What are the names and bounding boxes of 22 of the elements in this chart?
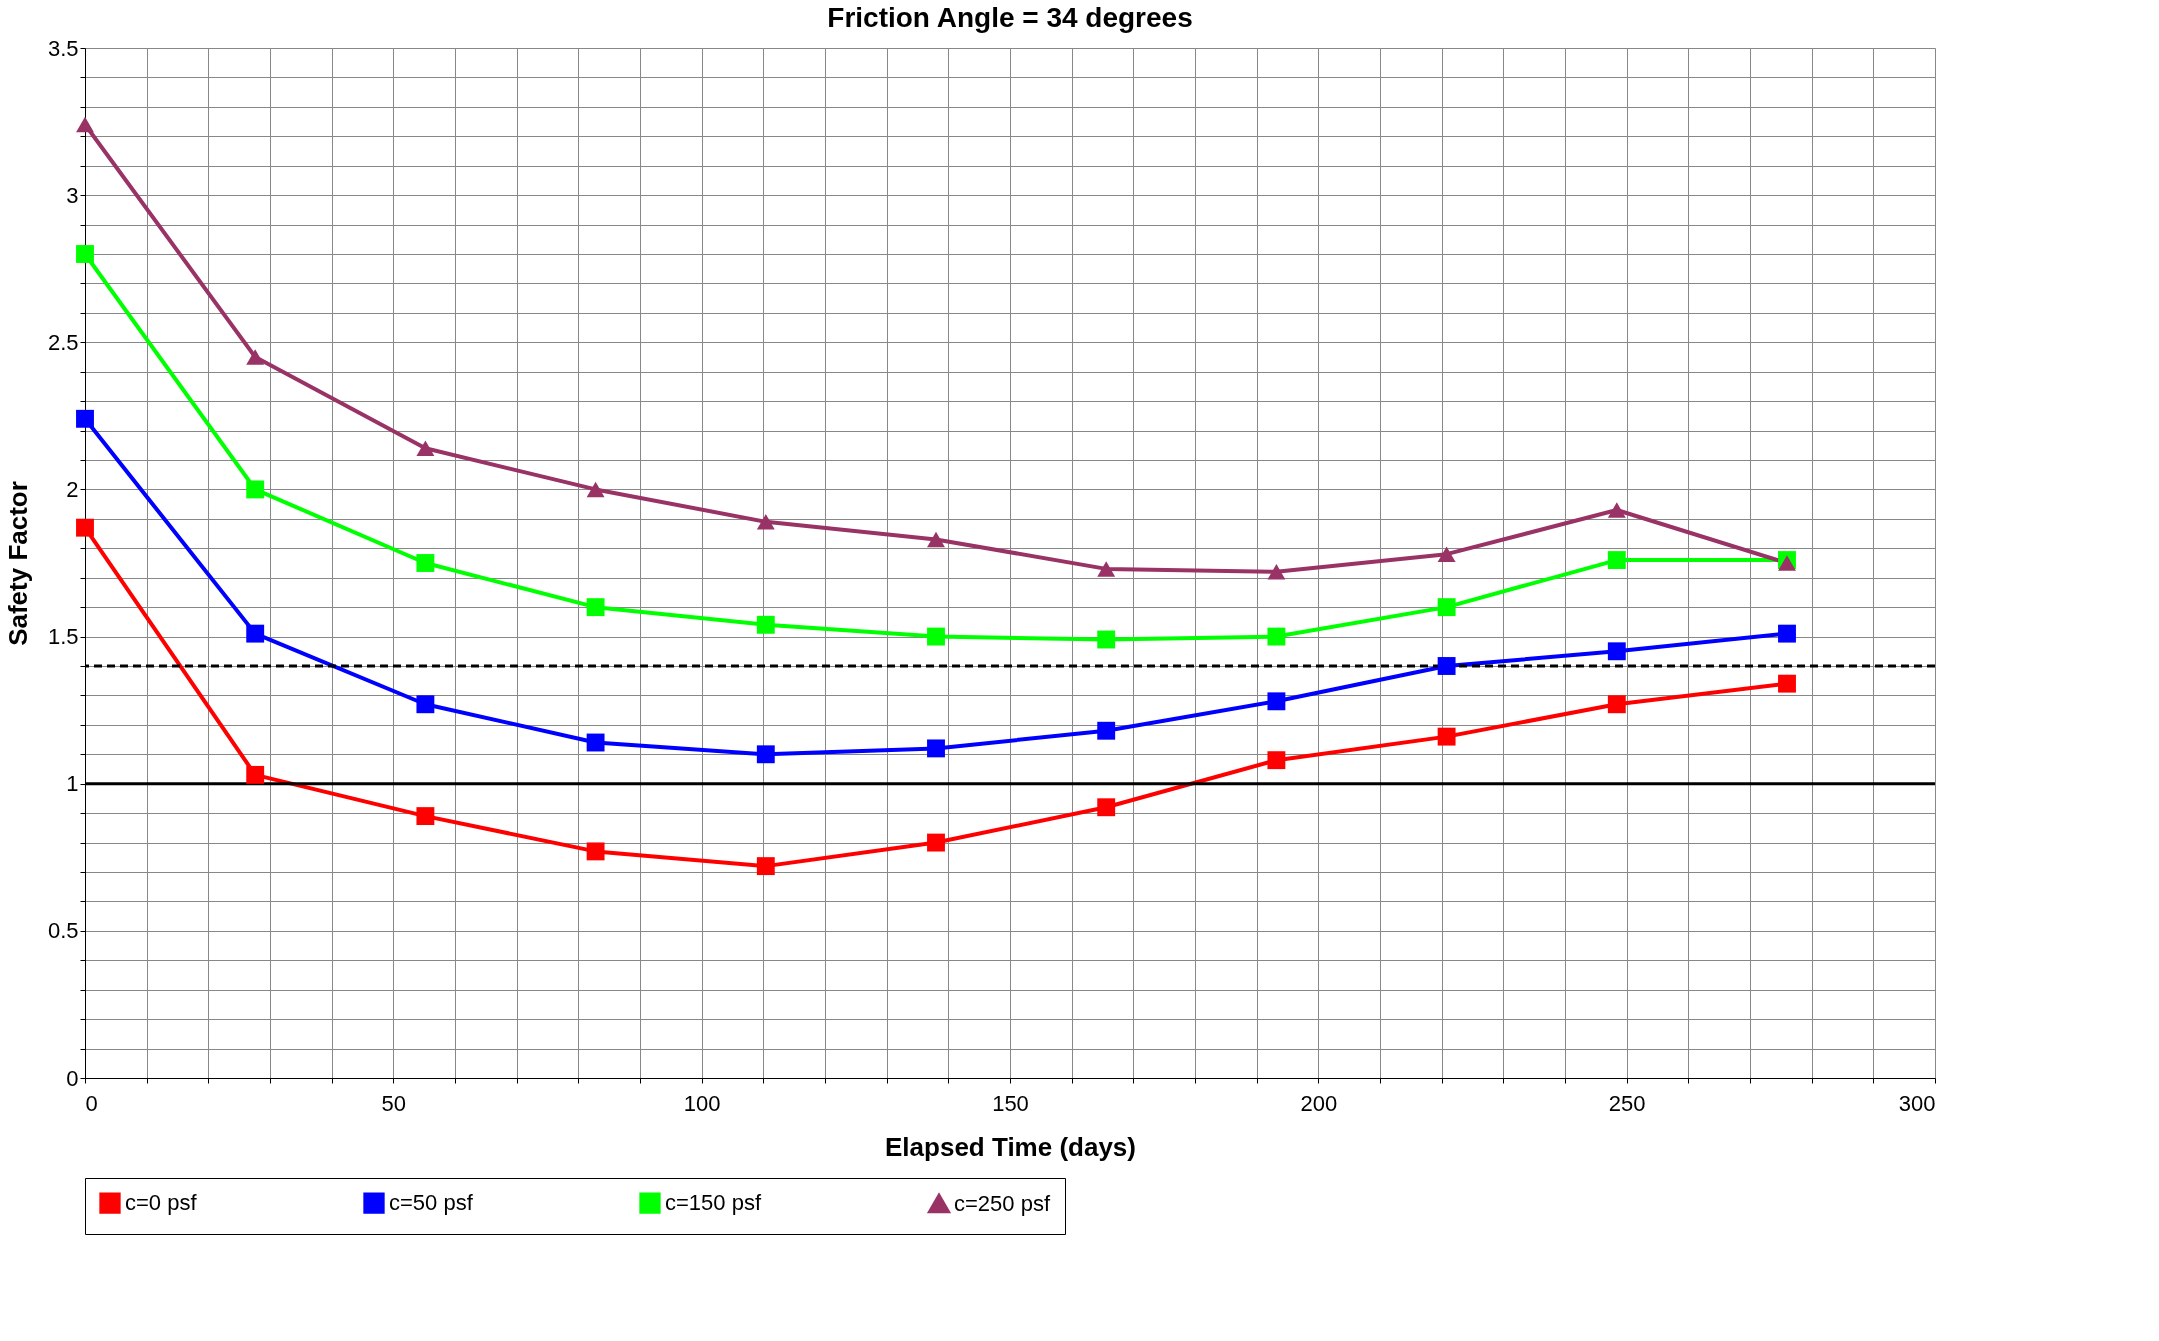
legend-label: c=50 psf [389,1190,474,1216]
x-tick-label: 200 [1300,1090,1338,1116]
x-tick-label: 300 [1898,1090,1936,1116]
legend-label: c=250 psf [954,1190,1051,1216]
legend-label: c=0 psf [125,1190,198,1216]
y-axis-title: Safety Factor [2,481,33,646]
y-tick-label: 1.5 [47,624,79,650]
y-tick-label: 3 [66,182,79,208]
x-tick-label: 100 [683,1090,721,1116]
y-tick-label: 0.5 [47,918,79,944]
legend-label: c=150 psf [665,1190,762,1216]
x-tick-label: 250 [1608,1090,1646,1116]
chart-title: Friction Angle = 34 degrees [827,2,1193,33]
y-tick-label: 0 [66,1065,79,1091]
y-tick-label: 1 [66,771,79,797]
x-tick-label: 0 [85,1090,98,1116]
y-tick-label: 2.5 [47,329,79,355]
y-tick-label: 3.5 [47,35,79,61]
x-axis-title: Elapsed Time (days) [885,1131,1136,1162]
x-tick-label: 150 [992,1090,1029,1116]
y-tick-label: 2 [66,476,79,502]
x-tick-label: 50 [381,1090,407,1116]
